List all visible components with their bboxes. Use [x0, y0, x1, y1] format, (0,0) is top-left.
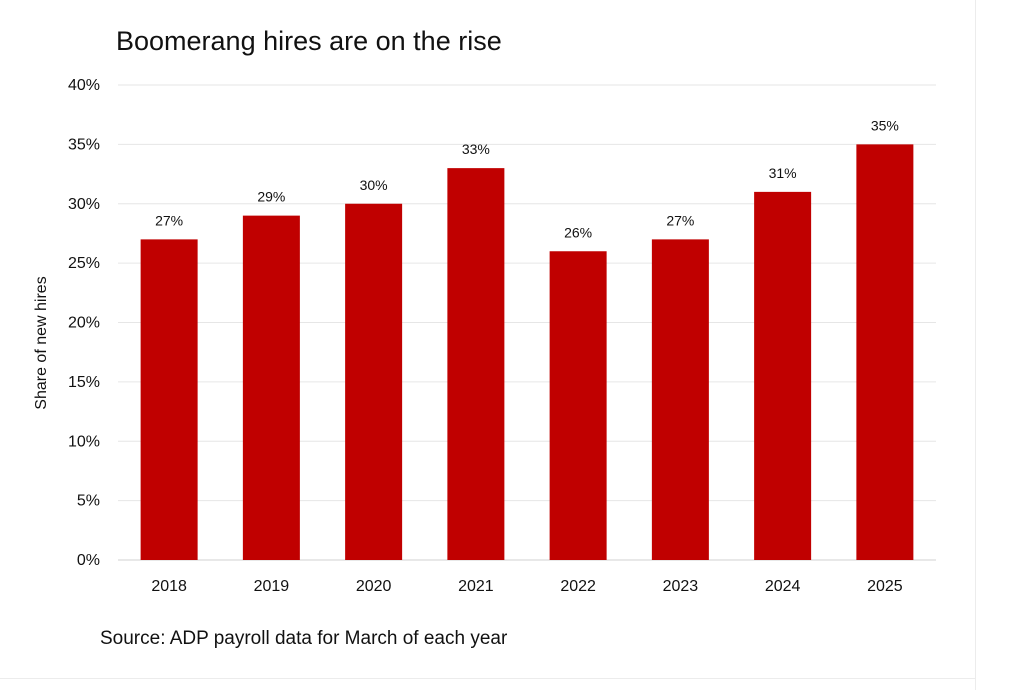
x-tick-label: 2025: [867, 578, 903, 595]
data-label: 35%: [871, 117, 899, 133]
data-label: 29%: [257, 189, 285, 205]
data-label: 26%: [564, 224, 592, 240]
y-tick-label: 30%: [68, 196, 100, 213]
x-tick-label: 2024: [765, 578, 801, 595]
data-label: 27%: [666, 212, 694, 228]
bar: [549, 251, 607, 560]
bar: [140, 239, 198, 560]
y-tick-label: 25%: [68, 255, 100, 272]
x-tick-label: 2020: [356, 578, 392, 595]
data-label: 31%: [769, 165, 797, 181]
source-note: Source: ADP payroll data for March of ea…: [100, 628, 508, 649]
x-tick-label: 2018: [151, 578, 187, 595]
bar: [447, 168, 505, 560]
y-tick-label: 0%: [77, 552, 100, 569]
data-label: 33%: [462, 141, 490, 157]
y-tick-label: 15%: [68, 374, 100, 391]
bar: [242, 215, 300, 560]
data-label: 30%: [360, 177, 388, 193]
bar: [754, 191, 812, 560]
page-border-bottom: [0, 678, 976, 679]
x-tick-label: 2022: [560, 578, 596, 595]
x-tick-label: 2019: [254, 578, 290, 595]
y-tick-label: 5%: [77, 493, 100, 510]
y-tick-label: 40%: [68, 77, 100, 94]
page-border-right: [975, 0, 976, 690]
y-tick-label: 20%: [68, 315, 100, 332]
data-label: 27%: [155, 212, 183, 228]
y-tick-label: 35%: [68, 136, 100, 153]
bar: [345, 203, 403, 560]
bar: [856, 144, 914, 560]
chart-title: Boomerang hires are on the rise: [116, 26, 502, 56]
x-tick-label: 2023: [663, 578, 699, 595]
x-tick-label: 2021: [458, 578, 494, 595]
y-tick-label: 10%: [68, 433, 100, 450]
bar: [651, 239, 709, 560]
